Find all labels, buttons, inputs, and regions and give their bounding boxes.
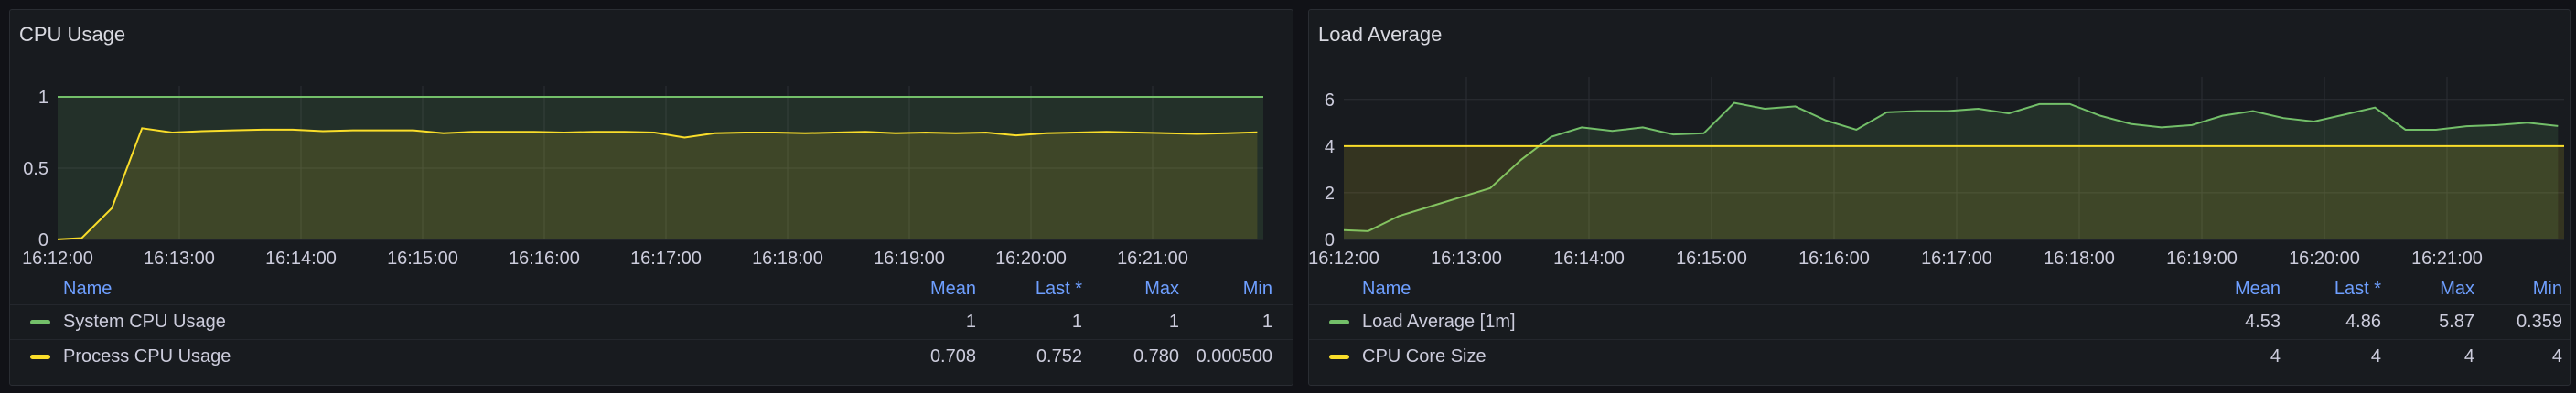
load-average-chart[interactable]: 0 2 4 6 16:12:00 16:13:00 16:14:00 16:15:00 16:1… <box>1308 10 2571 275</box>
legend-col-mean[interactable]: Mean <box>929 279 976 299</box>
x-tick-label: 16:16:00 <box>1798 249 1870 269</box>
series-name[interactable]: Load Average [1m] <box>1362 312 1516 332</box>
legend-header: Name Mean Last * Max Min <box>1309 275 2570 303</box>
x-tick-label: 16:12:00 <box>22 249 93 269</box>
y-tick-label: 0 <box>38 230 48 250</box>
series-min: 0.359 <box>2516 312 2562 332</box>
series-name[interactable]: CPU Core Size <box>1362 346 1487 366</box>
cpu-usage-panel: CPU Usage 0 0.5 1 16:12:00 16:13:00 16:14:00 1… <box>9 9 1293 386</box>
y-tick-label: 4 <box>1325 137 1335 157</box>
series-max: 4 <box>2463 346 2474 366</box>
panel-title[interactable]: Load Average <box>1318 23 1443 46</box>
panel-title[interactable]: CPU Usage <box>19 23 126 46</box>
x-tick-label: 16:13:00 <box>1431 249 1502 269</box>
series-color-swatch <box>1329 320 1349 324</box>
series-last: 0.752 <box>1036 346 1082 366</box>
series-area-fill <box>1344 102 2559 239</box>
x-tick-label: 16:20:00 <box>2289 249 2360 269</box>
series-area-fill <box>1344 145 2564 239</box>
y-tick-label: 6 <box>1325 90 1335 111</box>
x-tick-label: 16:20:00 <box>995 249 1067 269</box>
y-tick-label: 1 <box>38 88 48 108</box>
x-tick-label: 16:19:00 <box>874 249 945 269</box>
x-tick-label: 16:19:00 <box>2166 249 2238 269</box>
series-color-swatch <box>1329 355 1349 359</box>
series-max: 5.87 <box>2439 312 2474 332</box>
series-max: 1 <box>1168 312 1179 332</box>
legend-col-min[interactable]: Min <box>1242 279 1272 299</box>
x-tick-label: 16:14:00 <box>1553 249 1625 269</box>
x-tick-label: 16:18:00 <box>752 249 823 269</box>
series-color-swatch <box>30 320 50 324</box>
series-mean: 4.53 <box>2245 312 2281 332</box>
series-max: 0.780 <box>1132 346 1179 366</box>
series-last: 1 <box>1071 312 1082 332</box>
series-name[interactable]: System CPU Usage <box>63 312 226 332</box>
legend-col-name[interactable]: Name <box>1362 279 1411 299</box>
series-name[interactable]: Process CPU Usage <box>63 346 231 366</box>
legend-col-last[interactable]: Last * <box>1035 279 1082 299</box>
series-mean: 0.708 <box>929 346 976 366</box>
series-last: 4.86 <box>2345 312 2381 332</box>
x-tick-label: 16:14:00 <box>265 249 337 269</box>
x-tick-label: 16:15:00 <box>1676 249 1747 269</box>
series-min: 0.000500 <box>1196 346 1272 366</box>
x-tick-label: 16:21:00 <box>1117 249 1188 269</box>
legend-row-cpu-core-size[interactable]: CPU Core Size 4 4 4 4 <box>1309 339 2570 373</box>
legend-col-name[interactable]: Name <box>63 279 113 299</box>
series-color-swatch <box>30 355 50 359</box>
load-average-panel: Load Average 0 2 4 6 16:12:00 16:13:00 16:14:0… <box>1308 9 2571 386</box>
legend-row-process-cpu[interactable]: Process CPU Usage 0.708 0.752 0.780 0.00… <box>10 339 1293 373</box>
y-tick-label: 0 <box>1325 230 1335 250</box>
cpu-usage-chart[interactable]: 0 0.5 1 16:12:00 16:13:00 16:14:00 16:15:00 16:… <box>10 10 1294 275</box>
series-area-fill <box>58 128 1258 239</box>
legend-col-min[interactable]: Min <box>2532 279 2562 299</box>
x-tick-label: 16:18:00 <box>2044 249 2115 269</box>
series-mean: 1 <box>965 312 976 332</box>
x-tick-label: 16:15:00 <box>387 249 458 269</box>
x-tick-label: 16:21:00 <box>2411 249 2483 269</box>
x-tick-label: 16:13:00 <box>144 249 215 269</box>
legend-col-max[interactable]: Max <box>2440 279 2474 299</box>
x-tick-label: 16:17:00 <box>1921 249 1992 269</box>
y-tick-label: 2 <box>1325 184 1335 204</box>
x-tick-label: 16:12:00 <box>1308 249 1379 269</box>
series-mean: 4 <box>2270 346 2281 366</box>
legend-row-load-average[interactable]: Load Average [1m] 4.53 4.86 5.87 0.359 <box>1309 304 2570 338</box>
series-min: 1 <box>1261 312 1272 332</box>
x-tick-label: 16:17:00 <box>630 249 702 269</box>
series-line <box>57 127 1258 240</box>
legend-col-mean[interactable]: Mean <box>2234 279 2281 299</box>
x-tick-label: 16:16:00 <box>509 249 580 269</box>
y-tick-label: 0.5 <box>23 159 48 179</box>
legend-col-last[interactable]: Last * <box>2334 279 2381 299</box>
legend-header: Name Mean Last * Max Min <box>10 275 1293 303</box>
legend-col-max[interactable]: Max <box>1144 279 1179 299</box>
series-last: 4 <box>2370 346 2381 366</box>
series-line <box>1343 101 2559 232</box>
series-min: 4 <box>2551 346 2562 366</box>
legend-row-system-cpu[interactable]: System CPU Usage 1 1 1 1 <box>10 304 1293 338</box>
